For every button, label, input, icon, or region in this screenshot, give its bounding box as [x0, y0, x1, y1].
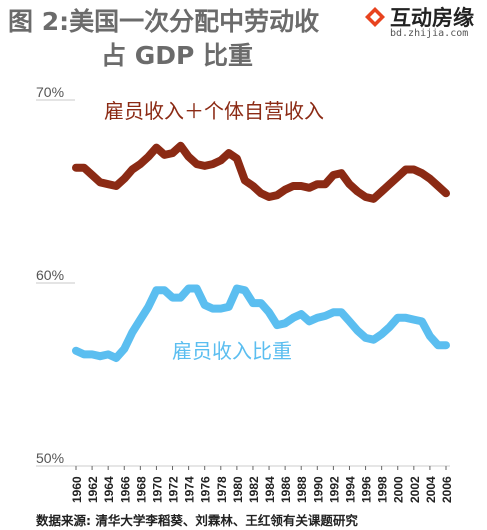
watermark-url: bd.zhijia.com — [390, 28, 469, 39]
x-tick-label: 2006 — [440, 476, 454, 503]
x-tick-label: 1968 — [134, 476, 148, 503]
x-tick-label: 1990 — [311, 476, 325, 503]
x-tick-label: 1976 — [199, 476, 213, 503]
x-tick-label: 1974 — [183, 476, 197, 503]
x-tick-label: 1996 — [360, 476, 374, 503]
series-label-2: 雇员收入比重 — [172, 339, 292, 363]
x-tick-label: 1992 — [327, 476, 341, 503]
x-tick-label: 1978 — [215, 476, 229, 503]
x-tick-label: 1980 — [231, 476, 245, 503]
x-tick-label: 1962 — [86, 476, 100, 503]
x-tick-label: 1998 — [376, 476, 390, 503]
series-line-1 — [72, 141, 450, 203]
series-line-2 — [72, 284, 450, 362]
logo-icon — [365, 7, 385, 27]
x-tick-label: 2004 — [424, 476, 438, 503]
x-tick-label: 1982 — [247, 476, 261, 503]
x-tick-label: 1966 — [118, 476, 132, 503]
x-tick-label: 1986 — [279, 476, 293, 503]
source-note: 数据来源: 清华大学李稻葵、刘霖林、王红领有关课题研究 — [36, 513, 358, 528]
chart-title-line2: 占 GDP 比重 — [101, 41, 254, 70]
x-tick-label: 2002 — [408, 476, 422, 503]
x-tick-label: 1964 — [102, 476, 116, 503]
x-tick-label: 1984 — [263, 476, 277, 503]
watermark: 互动房缘 bd.zhijia.com — [356, 0, 487, 44]
watermark-name: 互动房缘 — [390, 6, 474, 30]
series-label-1: 雇员收入＋个体自营收入 — [104, 99, 324, 123]
x-tick-label: 1972 — [167, 476, 181, 503]
x-tick-label: 1960 — [70, 476, 84, 503]
y-tick-label: 70% — [36, 84, 64, 100]
x-tick-label: 1994 — [343, 476, 357, 503]
x-tick-label: 1988 — [295, 476, 309, 503]
y-tick-label: 60% — [36, 267, 64, 283]
x-tick-label: 2000 — [392, 476, 406, 503]
x-tick-label: 1970 — [150, 476, 164, 503]
chart-title-line1: 图 2:美国一次分配中劳动收 — [8, 7, 320, 36]
y-tick-label: 50% — [36, 450, 64, 466]
